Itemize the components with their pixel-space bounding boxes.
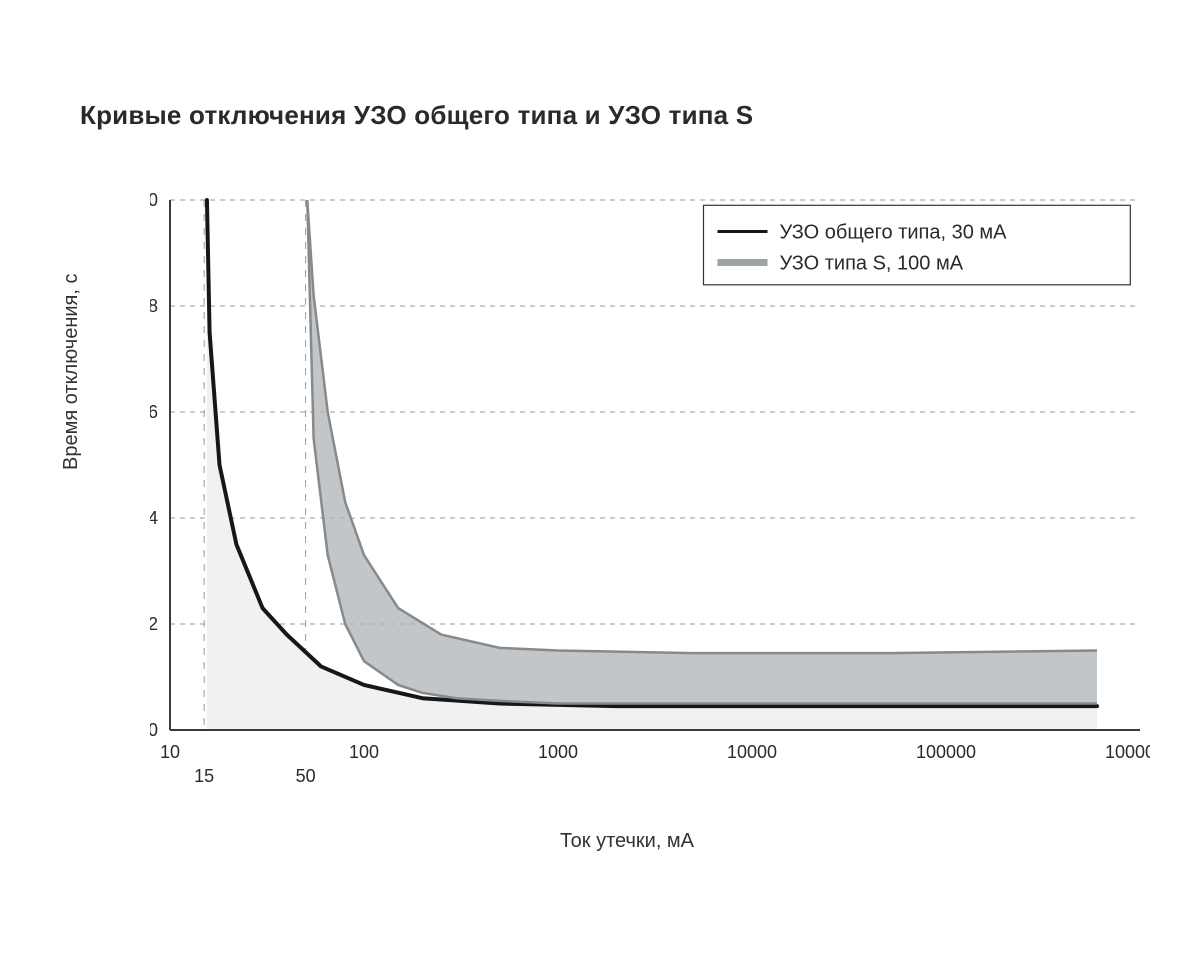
svg-text:100000: 100000 [916,742,976,762]
svg-text:50: 50 [296,766,316,786]
svg-text:0,6: 0,6 [150,402,158,422]
svg-text:1000000: 1000000 [1105,742,1150,762]
x-axis-label: Ток утечки, мА [560,830,694,853]
svg-text:0,4: 0,4 [150,508,158,528]
svg-text:10: 10 [160,742,180,762]
svg-text:0,8: 0,8 [150,296,158,316]
svg-text:100: 100 [349,742,379,762]
svg-text:1,0: 1,0 [150,190,158,210]
chart-plot: 00,20,40,60,81,0101001000100001000001000… [150,190,1150,750]
svg-text:УЗО общего типа, 30 мА: УЗО общего типа, 30 мА [780,222,1008,244]
svg-text:0: 0 [150,720,158,740]
svg-text:0,2: 0,2 [150,614,158,634]
svg-text:15: 15 [194,766,214,786]
chart-title: Кривые отключения УЗО общего типа и УЗО … [80,100,1160,131]
svg-text:УЗО типа S, 100 мА: УЗО типа S, 100 мА [780,253,964,275]
svg-text:1000: 1000 [538,742,578,762]
y-axis-label: Время отключения, с [60,274,83,470]
svg-text:10000: 10000 [727,742,777,762]
